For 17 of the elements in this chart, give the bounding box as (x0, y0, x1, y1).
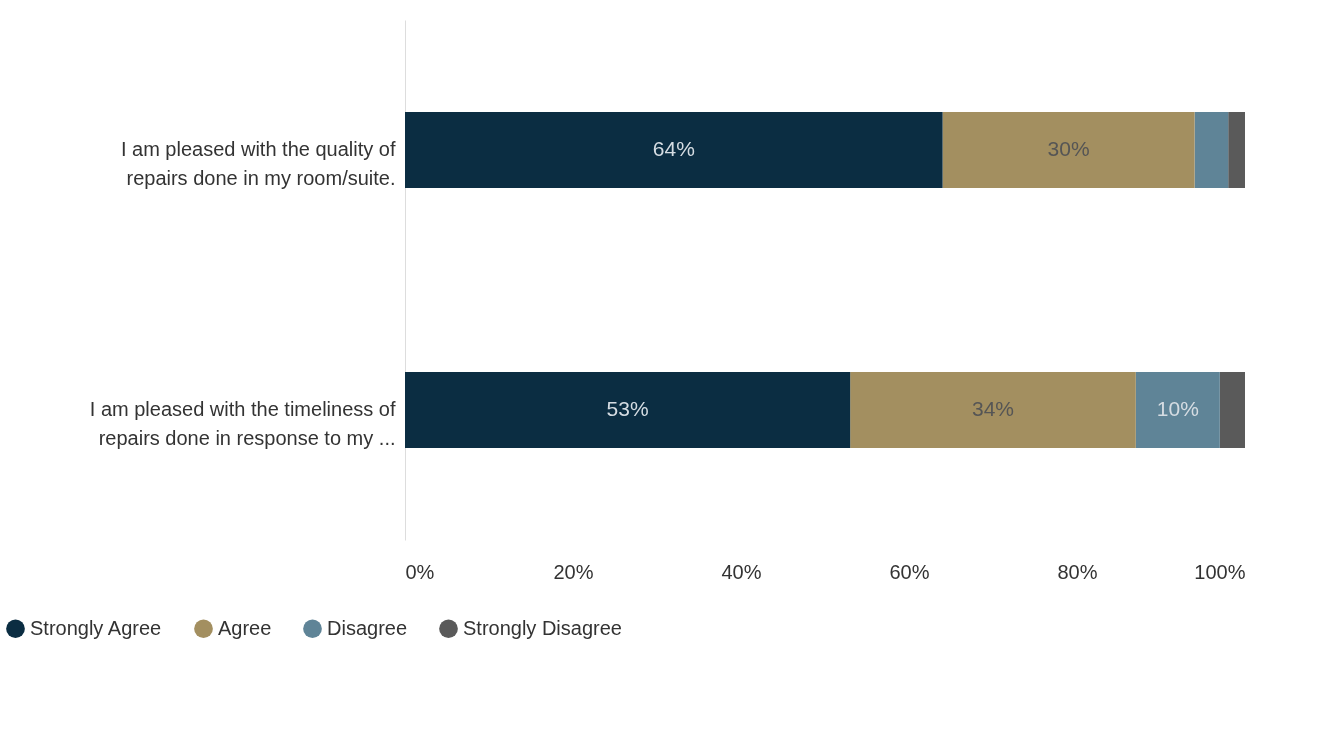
x-tick-label: 40% (721, 560, 762, 583)
data-label: 34% (971, 397, 1015, 420)
x-tick-label: 0% (405, 560, 435, 583)
data-label: 64% (652, 137, 695, 160)
data-label: 53% (606, 397, 649, 420)
legend-label: Strongly Disagree (463, 616, 622, 639)
x-tick-label: 80% (1057, 560, 1098, 583)
legend-label: Disagree (327, 616, 408, 639)
x-tick-label: 100% (1194, 560, 1246, 583)
data-label: 10% (1156, 397, 1199, 420)
legend-label: Agree (218, 616, 272, 639)
legend-label: Strongly Agree (30, 616, 162, 639)
y-tick-label: I am pleased with the quality of repairs done in my room/suite. (120, 138, 396, 189)
data-label: 30% (1047, 137, 1090, 160)
x-tick-label: 20% (553, 560, 594, 583)
x-tick-label: 60% (889, 560, 930, 583)
y-tick-label: I am pleased with the timeliness of repairs done in response to my ... (89, 398, 396, 449)
